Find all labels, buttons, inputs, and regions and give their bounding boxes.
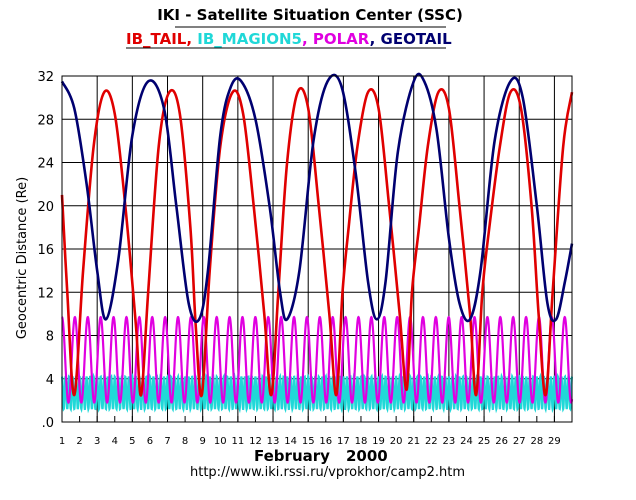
x-axis-year: 2000 (346, 447, 388, 465)
x-tick-label: 4 (112, 436, 118, 447)
y-tick-labels: .0 4 8 12 16 20 24 28 32 (37, 70, 54, 431)
chart-title: IKI - Satellite Situation Center (SSC) (157, 6, 463, 24)
y-tick-label: 20 (37, 200, 54, 215)
x-tick-label: 7 (164, 436, 170, 447)
x-tick-label: 8 (182, 436, 188, 447)
x-tick-label: 20 (390, 436, 403, 447)
x-tick-label: 5 (129, 436, 135, 447)
y-tick-label: 16 (37, 243, 54, 258)
legend-separator: , (302, 30, 313, 48)
legend-ib-tail: IB_TAIL (126, 30, 187, 48)
x-tick-label: 19 (372, 436, 385, 447)
legend-polar: POLAR (313, 30, 370, 48)
x-tick-label: 3 (94, 436, 100, 447)
x-tick-label: 27 (513, 436, 526, 447)
x-tick-label: 17 (337, 436, 350, 447)
x-tick-label: 13 (267, 436, 280, 447)
x-tick-label: 18 (355, 436, 368, 447)
x-tick-label: 21 (407, 436, 420, 447)
x-tick-label: 15 (302, 436, 315, 447)
legend-geotail: GEOTAIL (381, 30, 453, 48)
y-tick-label: .0 (42, 416, 54, 431)
x-tick-label: 14 (284, 436, 297, 447)
x-tick-label: 12 (249, 436, 262, 447)
y-tick-label: 32 (37, 70, 54, 85)
x-tick-label: 29 (548, 436, 561, 447)
y-tick-label: 4 (46, 373, 54, 388)
legend-separator: , (186, 30, 197, 48)
x-tick-label: 24 (460, 436, 473, 447)
x-axis-month: February (254, 447, 330, 465)
plot-frame (61, 75, 573, 423)
y-tick-label: 12 (37, 286, 54, 301)
series-line-polar (61, 315, 574, 405)
x-tick-label: 23 (443, 436, 456, 447)
x-tick-label: 22 (425, 436, 438, 447)
x-tick-label: 11 (231, 436, 244, 447)
legend-separator: , (370, 30, 381, 48)
series-layer (60, 72, 574, 414)
legend-ib-magion5: IB_MAGION5 (197, 30, 302, 48)
x-tick-label: 16 (319, 436, 332, 447)
series-line-geotail (60, 72, 574, 323)
x-tick-label: 2 (76, 436, 82, 447)
x-tick-label: 28 (530, 436, 543, 447)
x-tick-label: 9 (200, 436, 206, 447)
x-tick-label: 26 (495, 436, 508, 447)
y-tick-label: 24 (37, 157, 54, 172)
x-tick-label: 6 (147, 436, 153, 447)
x-tick-label: 1 (59, 436, 65, 447)
y-tick-label: 28 (37, 113, 54, 128)
y-tick-label: 8 (46, 330, 54, 345)
x-tick-label: 25 (478, 436, 491, 447)
x-tick-label: 10 (214, 436, 227, 447)
plot-border (61, 75, 573, 423)
x-tick-labels: 1 2 3 4 5 6 7 8 9 10 11 12 13 14 15 16 17 18 19 20 21 22 23 24 2… (59, 436, 561, 447)
y-axis-label: Geocentric Distance (Re) (15, 177, 30, 339)
legend: IB_TAIL, IB_MAGION5, POLAR, GEOTAIL (126, 30, 452, 48)
source-url: http://www.iki.rssi.ru/vprokhor/camp2.ht… (190, 465, 465, 480)
